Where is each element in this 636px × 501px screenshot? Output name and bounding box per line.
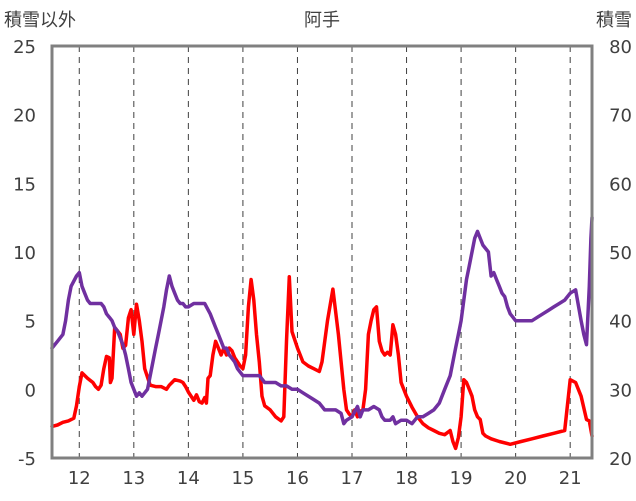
x-axis-ticks: 12 13 14 15 16 17 18 19 20 21 — [68, 468, 582, 489]
left-tick-label: 20 — [13, 106, 36, 127]
series-line-red — [50, 274, 594, 451]
x-tick-label: 16 — [286, 468, 309, 489]
right-tick-label: 30 — [609, 380, 632, 401]
left-axis-title: 積雪以外 — [4, 10, 76, 31]
series-layer — [50, 215, 594, 451]
x-tick-label: 17 — [341, 468, 364, 489]
left-tick-label: 0 — [25, 380, 36, 401]
x-tick-label: 15 — [231, 468, 254, 489]
x-tick-label: 21 — [559, 468, 582, 489]
plot-frame — [50, 44, 594, 460]
chart-title: 阿手 — [304, 10, 340, 31]
right-axis-title: 積雪 — [596, 10, 632, 31]
left-tick-label: 10 — [13, 243, 36, 264]
left-tick-label: 5 — [25, 312, 36, 333]
x-tick-label: 13 — [122, 468, 145, 489]
x-tick-label: 20 — [504, 468, 527, 489]
left-axis-ticks: 25 20 15 10 5 0 -5 — [13, 37, 36, 470]
x-tick-label: 14 — [177, 468, 200, 489]
x-tick-label: 18 — [395, 468, 418, 489]
right-tick-label: 50 — [609, 243, 632, 264]
series-line-purple — [50, 215, 594, 426]
x-tick-label: 12 — [68, 468, 91, 489]
x-tick-label: 19 — [450, 468, 473, 489]
right-tick-label: 40 — [609, 312, 632, 333]
right-axis-ticks: 80 70 60 50 40 30 20 — [609, 37, 632, 470]
left-tick-label: -5 — [18, 449, 36, 470]
left-tick-label: 25 — [13, 37, 36, 58]
right-tick-label: 70 — [609, 106, 632, 127]
right-tick-label: 80 — [609, 37, 632, 58]
right-tick-label: 60 — [609, 174, 632, 195]
vertical-gridlines — [78, 46, 571, 458]
right-tick-label: 20 — [609, 449, 632, 470]
left-tick-label: 15 — [13, 174, 36, 195]
